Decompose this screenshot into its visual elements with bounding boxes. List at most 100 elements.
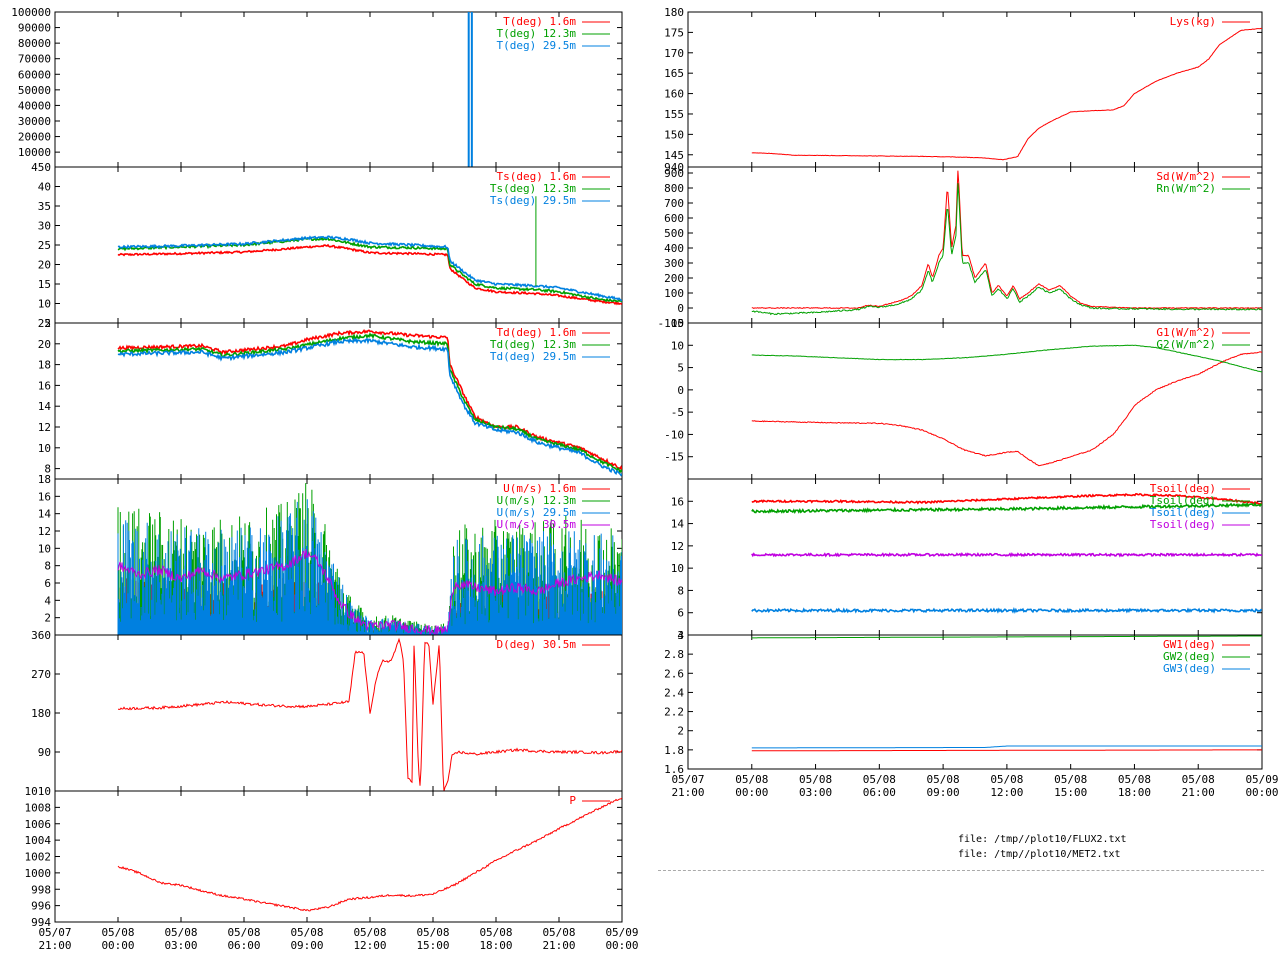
ytick-label: 2.8 — [664, 648, 684, 661]
ytick-label: 900 — [664, 167, 684, 180]
ytick-label: 800 — [664, 182, 684, 195]
panel-D: 90 180 270 360 D(deg) 30.5m — [31, 629, 623, 792]
ytick-label: 360 — [31, 629, 51, 642]
ytick-label: 155 — [664, 108, 684, 121]
ytick-label: 16 — [38, 379, 51, 392]
legend-entry: Tsoil(deg) — [1150, 494, 1216, 507]
legend-entry: Sd(W/m^2) — [1156, 170, 1216, 183]
ytick-label: 994 — [31, 916, 51, 929]
xtick-label: 12:00 — [353, 939, 386, 952]
xtick-label: 05/09 — [1245, 773, 1278, 786]
series-group — [117, 483, 622, 635]
xtick-label: 05/08 — [990, 773, 1023, 786]
legend-entry: Ts(deg) 1.6m — [497, 170, 577, 183]
legend-entry: U(m/s) 30.5m — [497, 518, 577, 531]
ytick-label: 100000 — [11, 6, 51, 19]
xtick-label: 05/08 — [101, 926, 134, 939]
series-group — [117, 329, 622, 477]
series-group — [117, 196, 622, 306]
legend-entry: Ts(deg) 12.3m — [490, 182, 576, 195]
xtick-label: 09:00 — [290, 939, 323, 952]
ytick-label: 2.4 — [664, 686, 684, 699]
series-line — [117, 243, 622, 306]
legend-entry: Tsoil(deg) — [1150, 482, 1216, 495]
ytick-label: 8 — [44, 463, 51, 476]
legend-entry: GW1(deg) — [1163, 638, 1216, 651]
xtick-label: 05/08 — [227, 926, 260, 939]
ytick-label: 175 — [664, 26, 684, 39]
ytick-label: 18 — [38, 473, 51, 486]
ytick-label: 996 — [31, 900, 51, 913]
xtick-label: 05/09 — [605, 926, 638, 939]
series-line — [751, 492, 1262, 505]
xtick-label: 05/08 — [164, 926, 197, 939]
ytick-label: 4 — [44, 594, 51, 607]
ytick-label: 20 — [38, 259, 51, 272]
series-line — [117, 235, 622, 302]
xtick-label: 05/08 — [290, 926, 323, 939]
ytick-label: 2.6 — [664, 667, 684, 680]
ytick-label: 4 — [677, 629, 684, 642]
ytick-label: 700 — [664, 197, 684, 210]
xtick-label: 21:00 — [38, 939, 71, 952]
series-group — [751, 27, 1262, 161]
ytick-label: 90000 — [18, 22, 51, 35]
panel-G: -15 -10 -5 0 5 10 15 G1(W/m^2)G2(W/m^2) — [664, 317, 1263, 480]
xtick-label: 05/08 — [1054, 773, 1087, 786]
panel-Lys: 145 150 155 160 165 170 175 180 Lys(kg) — [664, 6, 1263, 168]
series-line — [751, 635, 1262, 639]
xtick-label: 15:00 — [416, 939, 449, 952]
legend-entry: G2(W/m^2) — [1156, 338, 1216, 351]
legend-entry: Ts(deg) 29.5m — [490, 194, 576, 207]
xtick-label: 18:00 — [1118, 786, 1151, 799]
ytick-label: 180 — [31, 707, 51, 720]
ytick-label: 2 — [677, 725, 684, 738]
ytick-label: 14 — [671, 518, 685, 531]
ytick-label: 5 — [44, 317, 51, 330]
xtick-label: 05/08 — [416, 926, 449, 939]
legend-entry: GW2(deg) — [1163, 650, 1216, 663]
ytick-label: 14 — [38, 508, 52, 521]
ytick-label: 0 — [677, 384, 684, 397]
ytick-label: 1000 — [25, 867, 52, 880]
ytick-label: 18 — [38, 359, 51, 372]
xtick-label: 05/08 — [863, 773, 896, 786]
ytick-label: 30 — [38, 220, 51, 233]
ytick-label: 15 — [38, 278, 51, 291]
xtick-label: 00:00 — [605, 939, 638, 952]
panel-T: 450 10000 20000 30000 40000 50000 60000 70000 80… — [11, 6, 623, 174]
legend-entry: U(m/s) 29.5m — [497, 506, 577, 519]
series-line — [751, 27, 1262, 161]
ytick-label: 10000 — [18, 146, 51, 159]
xtick-label: 05/08 — [479, 926, 512, 939]
ytick-label: 12 — [38, 525, 51, 538]
legend-entry: GW3(deg) — [1163, 662, 1216, 675]
ytick-label: 2 — [44, 612, 51, 625]
xtick-label: 05/08 — [542, 926, 575, 939]
series-group — [467, 12, 473, 167]
ytick-label: 160 — [664, 88, 684, 101]
ytick-label: 270 — [31, 668, 51, 681]
legend-entry: T(deg) 1.6m — [503, 15, 576, 28]
ytick-label: 90 — [38, 746, 51, 759]
ytick-label: 1.8 — [664, 744, 684, 757]
panel-Tsoil: 46810121416Tsoil(deg)Tsoil(deg)Tsoil(deg… — [671, 478, 1263, 642]
series-line — [751, 170, 1262, 310]
ytick-label: 12 — [671, 540, 684, 553]
ytick-label: 40000 — [18, 99, 51, 112]
ytick-label: 450 — [31, 161, 51, 174]
ytick-label: 1008 — [25, 801, 52, 814]
legend-entry: D(deg) 30.5m — [497, 638, 577, 651]
legend-entry: U(m/s) 12.3m — [497, 494, 577, 507]
xtick-label: 03:00 — [164, 939, 197, 952]
series-line — [117, 337, 622, 477]
ytick-label: 10 — [38, 442, 51, 455]
ytick-label: 1006 — [25, 818, 52, 831]
frame-GW — [687, 634, 1263, 770]
ytick-label: -10 — [664, 428, 684, 441]
ytick-label: 16 — [671, 495, 684, 508]
